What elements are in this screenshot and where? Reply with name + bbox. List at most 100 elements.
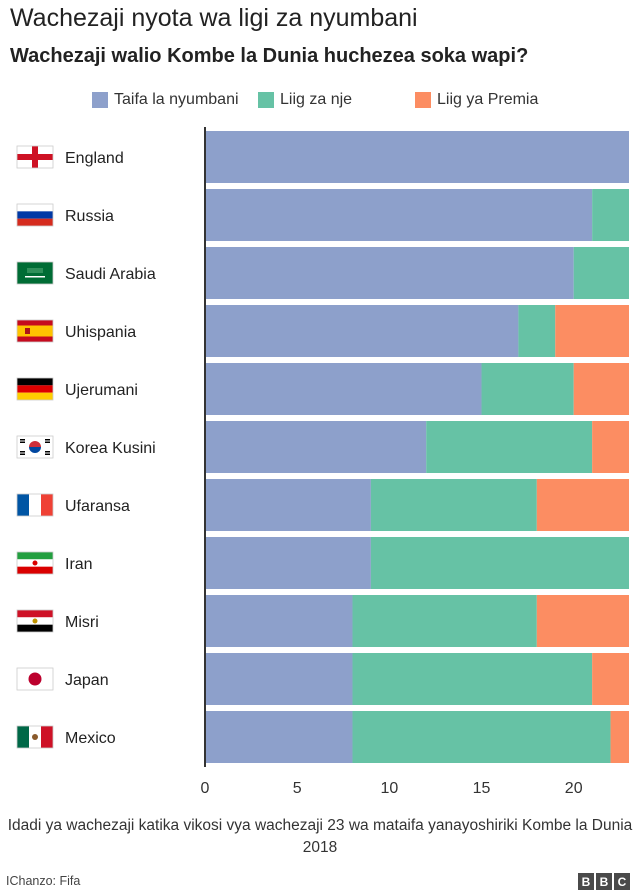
category-label: Japan — [65, 672, 109, 689]
flag-border — [16, 609, 54, 633]
chart-title: Wachezaji nyota wa ligi za nyumbani — [10, 4, 418, 32]
flag-part — [45, 453, 50, 455]
legend-item-abroad: Liig za nje — [258, 88, 352, 112]
bar-segment-abroad — [518, 305, 556, 357]
x-tick-label: 15 — [473, 780, 491, 797]
bar-segment-home — [205, 653, 353, 705]
category-row: Ufaransa — [16, 479, 629, 531]
flag-border — [16, 261, 54, 285]
flag-part — [17, 211, 53, 219]
category-row: Saudi Arabia — [16, 247, 629, 299]
flag-part — [17, 392, 53, 400]
bar-segment-abroad — [481, 363, 574, 415]
x-tick-label: 0 — [201, 780, 210, 797]
flag-part — [17, 610, 53, 618]
chart-subtitle: Wachezaji walio Kombe la Dunia huchezea … — [10, 45, 529, 67]
france-flag-icon — [16, 493, 54, 517]
flag-part — [17, 218, 53, 226]
flag-part — [20, 441, 25, 443]
legend-item-premier: Liig ya Premia — [415, 88, 538, 112]
flag-part — [17, 385, 53, 393]
bar-segment-home — [205, 421, 427, 473]
japan-flag-icon — [16, 667, 54, 691]
category-label: Russia — [65, 208, 114, 225]
bbc-logo: B B C — [578, 873, 630, 890]
bar-segment-home — [205, 363, 482, 415]
source-note: IChanzo: Fifa — [6, 874, 81, 888]
flag-part — [17, 566, 53, 574]
flag-part — [25, 328, 30, 334]
iran-flag-icon — [16, 551, 54, 575]
x-tick-label: 5 — [293, 780, 302, 797]
flag-part — [32, 618, 38, 624]
bar-segment-premier — [536, 479, 629, 531]
legend-swatch-abroad — [258, 92, 274, 108]
bar-segment-abroad — [352, 711, 611, 763]
flag-part — [41, 726, 53, 748]
stacked-bar-chart: England Russia Saudi Arabia Uhispania Ujerum… — [16, 127, 629, 797]
flag-part — [45, 439, 50, 441]
category-label: Ujerumani — [65, 382, 138, 399]
category-label: Misri — [65, 614, 99, 631]
x-axis-label: Idadi ya wachezaji katika vikosi vya wac… — [7, 817, 633, 856]
flag-border — [16, 725, 54, 749]
bar-segment-premier — [536, 595, 629, 647]
category-label: Korea Kusini — [65, 440, 156, 457]
category-row: England — [16, 131, 629, 183]
flag-part — [29, 441, 41, 447]
category-label: Uhispania — [65, 324, 136, 341]
category-label: Saudi Arabia — [65, 266, 156, 283]
bar-segment-premier — [592, 421, 629, 473]
category-label: England — [65, 150, 124, 167]
x-tick-label: 10 — [380, 780, 398, 797]
flag-border — [16, 203, 54, 227]
legend-swatch-premier — [415, 92, 431, 108]
category-row: Japan — [16, 653, 629, 705]
bar-segment-abroad — [573, 247, 629, 299]
legend: Taifa la nyumbani Liig za nje Liig ya Pr… — [0, 88, 640, 112]
egypt-flag-icon — [16, 609, 54, 633]
category-row: Ujerumani — [16, 363, 629, 415]
russia-flag-icon — [16, 203, 54, 227]
flag-part — [27, 268, 43, 273]
bar-segment-abroad — [352, 653, 593, 705]
bar-segment-abroad — [352, 595, 537, 647]
x-tick-label: 20 — [565, 780, 583, 797]
legend-label-abroad: Liig za nje — [280, 91, 353, 108]
flag-border — [16, 551, 54, 575]
bbc-logo-letter: C — [614, 873, 630, 890]
bar-segment-home — [205, 537, 371, 589]
category-row: Mexico — [16, 711, 629, 763]
legend-label-premier: Liig ya Premia — [437, 91, 539, 108]
flag-border — [16, 493, 54, 517]
category-row: Russia — [16, 189, 629, 241]
flag-part — [17, 552, 53, 560]
bar-segment-premier — [592, 653, 629, 705]
flag-part — [17, 726, 29, 748]
category-row: Iran — [16, 537, 629, 589]
flag-border — [16, 319, 54, 343]
category-label: Mexico — [65, 730, 116, 747]
bar-segment-abroad — [370, 479, 537, 531]
flag-part — [28, 672, 42, 686]
flag-part — [17, 204, 53, 212]
flag-part — [45, 441, 50, 443]
legend-swatch-home — [92, 92, 108, 108]
bar-segment-abroad — [370, 537, 629, 589]
bar-segment-home — [205, 247, 574, 299]
germany-flag-icon — [16, 377, 54, 401]
flag-part — [20, 451, 25, 453]
bar-segment-abroad — [426, 421, 593, 473]
bar-segment-home — [205, 305, 519, 357]
mexico-flag-icon — [16, 725, 54, 749]
legend-item-home: Taifa la nyumbani — [92, 88, 239, 112]
spain-flag-icon — [16, 319, 54, 343]
bar-segment-home — [205, 595, 353, 647]
bar-segment-home — [205, 711, 353, 763]
flag-part — [32, 560, 38, 566]
england-flag-icon — [16, 145, 54, 169]
legend-label-home: Taifa la nyumbani — [114, 91, 239, 108]
saudi-flag-icon — [16, 261, 54, 285]
flag-part — [17, 154, 53, 160]
category-row: Misri — [16, 595, 629, 647]
